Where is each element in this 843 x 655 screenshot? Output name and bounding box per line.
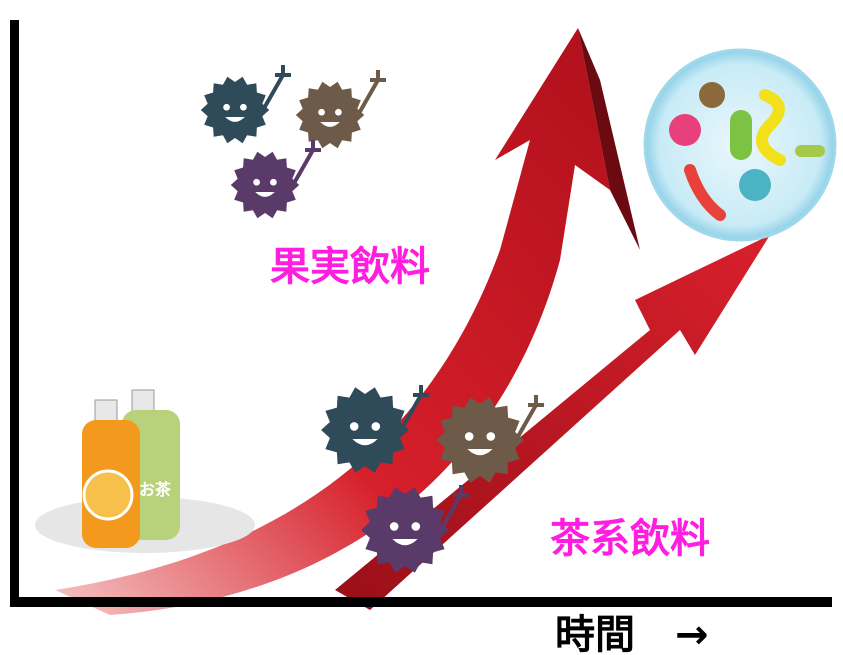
bottle-label: お茶 [139, 480, 172, 499]
germ-eye [349, 422, 359, 431]
germ-body [436, 397, 524, 483]
tea-arrow [335, 235, 770, 610]
bacterium [739, 169, 771, 201]
germ-eye [270, 178, 277, 186]
bacterium [669, 114, 701, 146]
germ-mouth [392, 539, 418, 546]
germ-fork [439, 485, 469, 531]
germ-mouth [352, 439, 378, 446]
bacterium [699, 82, 725, 108]
germ-eye [411, 522, 421, 531]
germ-eye [253, 178, 260, 186]
bacterium [730, 110, 752, 160]
germ-fork [399, 385, 429, 431]
x-axis-label: 時間 → [555, 612, 709, 655]
fruit-drink-label: 果実飲料 [270, 244, 430, 290]
y-axis [10, 20, 19, 605]
germ-eye [240, 103, 247, 111]
arrow-shadow [578, 28, 640, 250]
germ-eye [335, 108, 342, 116]
x-axis [10, 597, 832, 607]
germs [200, 65, 544, 573]
bacterium [684, 164, 726, 221]
bacterium [756, 89, 786, 166]
germ-body [295, 81, 365, 149]
fruit-arrow [55, 28, 610, 615]
tea-drink-label: 茶系飲料 [550, 516, 710, 562]
orange-slice [82, 469, 134, 521]
bottle-cap [94, 399, 118, 423]
bottle-cap [131, 389, 155, 413]
germ-fork [261, 65, 291, 111]
germ-body [321, 387, 409, 473]
germ-mouth [467, 449, 493, 456]
germ-mouth [255, 192, 275, 197]
germ-eye [223, 103, 230, 111]
germ-body [361, 487, 449, 573]
germ-body [230, 151, 300, 219]
germ-body [200, 76, 270, 144]
germ-eye [389, 522, 399, 531]
germ-eye [371, 422, 381, 431]
germ-eye [318, 108, 325, 116]
germ-fork [291, 140, 321, 186]
germ-fork [356, 70, 386, 116]
germ-eye [464, 432, 474, 441]
germ-eye [486, 432, 496, 441]
germ-fork [514, 395, 544, 441]
germ-mouth [320, 122, 340, 127]
bacterium [795, 145, 825, 157]
germ-mouth [225, 117, 245, 122]
